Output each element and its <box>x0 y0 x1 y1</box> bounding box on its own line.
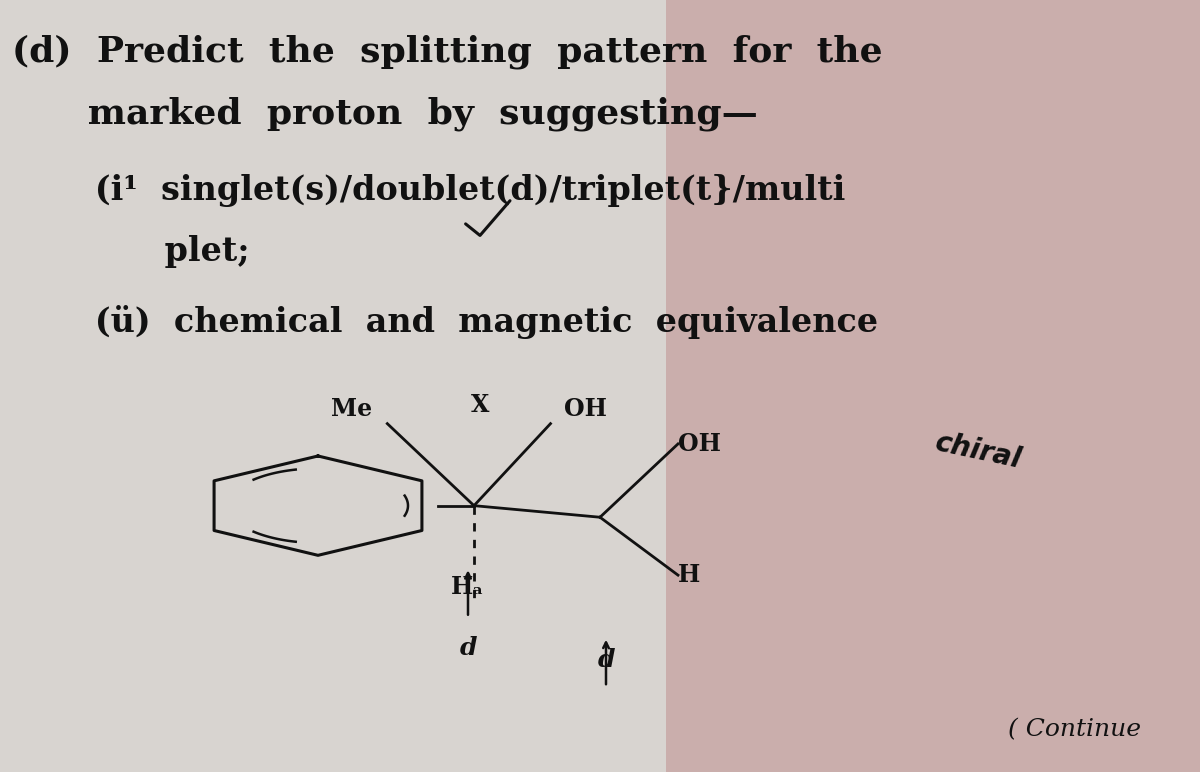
Text: Hₐ: Hₐ <box>451 574 485 599</box>
Text: (i¹  singlet(s)/doublet(d)/triplet(t}/multi: (i¹ singlet(s)/doublet(d)/triplet(t}/mul… <box>60 174 845 207</box>
Bar <box>666 0 1200 772</box>
Text: ( Continue: ( Continue <box>1008 718 1140 741</box>
Text: Me: Me <box>331 397 372 422</box>
Text: (d)  Predict  the  splitting  pattern  for  the: (d) Predict the splitting pattern for th… <box>12 35 883 69</box>
Text: OH: OH <box>564 397 607 422</box>
Text: X: X <box>470 393 490 418</box>
Text: plet;: plet; <box>60 235 250 269</box>
Text: d: d <box>598 648 614 672</box>
Text: d: d <box>460 636 476 661</box>
Text: OH: OH <box>678 432 721 456</box>
Text: (ü)  chemical  and  magnetic  equivalence: (ü) chemical and magnetic equivalence <box>60 305 878 339</box>
Text: chiral: chiral <box>932 428 1024 475</box>
Text: H: H <box>678 563 701 587</box>
Text: marked  proton  by  suggesting—: marked proton by suggesting— <box>12 96 758 131</box>
